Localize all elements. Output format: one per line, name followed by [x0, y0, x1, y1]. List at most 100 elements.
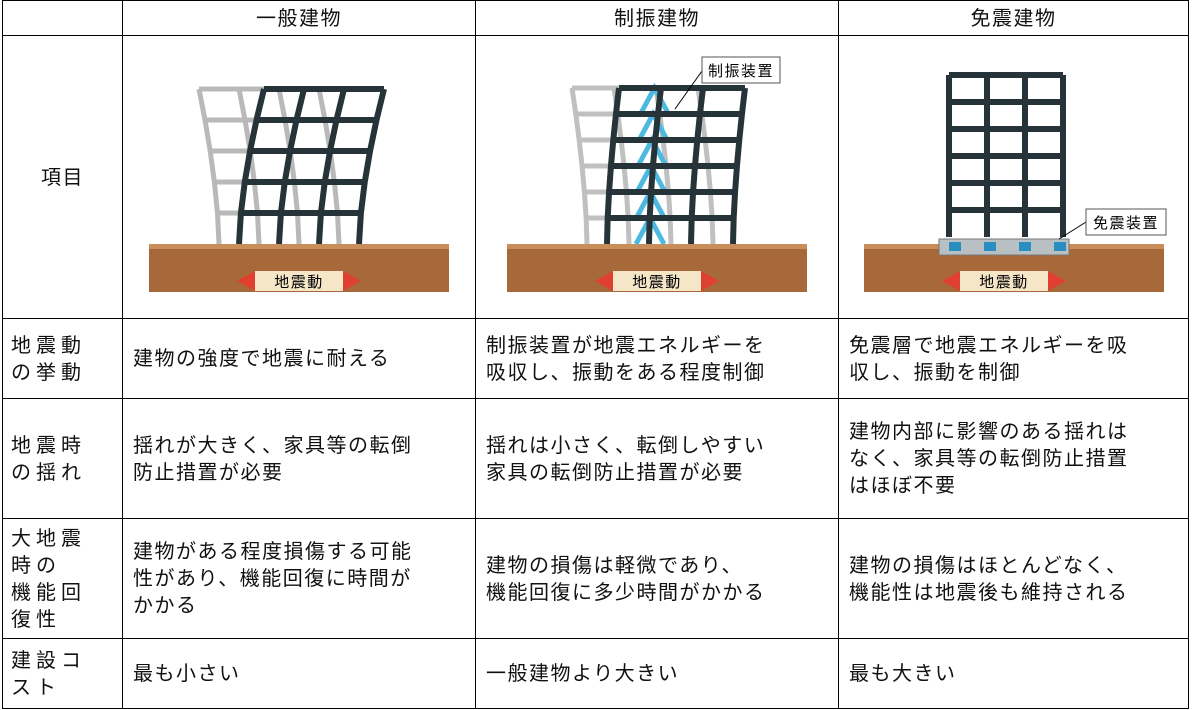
isolator — [1018, 241, 1031, 251]
text-line: 大地震 — [11, 525, 86, 550]
column — [236, 87, 267, 244]
text-line: 機能回復に多少時間がかかる — [486, 579, 766, 604]
text-line: 収し、振動を制御 — [849, 359, 1021, 384]
arrow-left — [595, 270, 613, 291]
text-line: 建物内部に影響のある揺れは — [849, 419, 1129, 443]
table-cell: 建物の強度で地震に耐える — [122, 318, 476, 399]
text-line: 建設コ — [11, 647, 86, 672]
table-row: 大地震 時の 機能回 復性 建物がある程度損傷する可能 性があり、機能回復に時間が かかる建… — [2, 518, 1189, 639]
table-cell: 揺れは小さく、転倒しやすい 家具の転倒防止措置が必要 — [475, 398, 839, 519]
text-line: 建物の損傷は軽微であり、 — [486, 552, 743, 577]
isolator — [983, 241, 996, 251]
arrow-right — [1047, 270, 1066, 291]
table-cell: 建物がある程度損傷する可能 性があり、機能回復に時間が かかる — [122, 518, 476, 639]
device-label: 制振装置 — [708, 62, 774, 80]
device-label: 免震装置 — [1092, 214, 1158, 232]
text-line: かかる — [133, 593, 198, 617]
text-line: 制振装置が地震エネルギーを — [486, 332, 766, 357]
table-row: 地震時 の揺れ 揺れが大きく、家具等の転倒 防止措置が必要 揺れは小さく、転倒しやすい家… — [2, 398, 1189, 519]
isolator — [1053, 241, 1066, 251]
row-label: 建設コ スト — [2, 638, 123, 709]
header-cell: 制振建物 — [475, 0, 839, 36]
column — [196, 88, 222, 244]
illustration: 地震動 — [149, 85, 449, 292]
table-cell: 最も大きい — [838, 638, 1189, 709]
text-line: はほぼ不要 — [849, 473, 957, 497]
ground-top — [149, 243, 449, 249]
ground-label: 地震動 — [632, 273, 682, 291]
image-cell: 地震動 — [122, 35, 476, 319]
image-cell: 免震装置地震動 — [838, 35, 1189, 319]
column — [730, 87, 748, 244]
text-line: 時の — [11, 552, 61, 577]
header-row: 一般建物 制振建物 免震建物 — [2, 0, 1189, 36]
column — [276, 87, 307, 244]
column — [356, 87, 387, 244]
table-cell: 揺れが大きく、家具等の転倒 防止措置が必要 — [122, 398, 476, 519]
text-line: 機能回 — [11, 579, 86, 604]
leader — [1058, 221, 1086, 239]
text-line: 揺れが大きく、家具等の転倒 — [133, 432, 413, 457]
text-line: 建物の損傷はほとんどなく、 — [849, 552, 1128, 577]
table-row: 建設コ スト 最も小さい 一般建物より大きい 最も大きい — [2, 638, 1189, 709]
table-cell: 建物の損傷は軽微であり、 機能回復に多少時間がかかる — [475, 518, 839, 639]
ground-label: 地震動 — [274, 273, 324, 291]
text-line: 防止措置が必要 — [133, 459, 284, 484]
ground-label-bg — [255, 270, 343, 291]
table-cell: 制振装置が地震エネルギーを 吸収し、振動をある程度制御 — [475, 318, 839, 399]
row-label: 地震動 の挙動 — [2, 318, 123, 399]
text-line: 地震動 — [11, 332, 86, 357]
text-line: 揺れは小さく、転倒しやすい — [486, 432, 766, 457]
table-cell: 一般建物より大きい — [475, 638, 839, 709]
header-cell: 一般建物 — [122, 0, 476, 36]
text-line: の挙動 — [11, 359, 86, 384]
text-line: なく、家具等の転倒防止措置 — [849, 446, 1129, 470]
damper — [638, 82, 671, 115]
row-label: 地震時 の揺れ — [2, 398, 123, 519]
row-label: 項目 — [2, 35, 123, 319]
label-box — [701, 56, 781, 83]
text-line: スト — [11, 674, 61, 699]
text-line: 免震層で地震エネルギーを吸 — [849, 332, 1129, 357]
table-cell: 建物内部に影響のある揺れは なく、家具等の転倒防止措置 はほぼ不要 — [838, 398, 1189, 519]
text-line: 家具の転倒防止措置が必要 — [486, 459, 744, 484]
row-label: 大地震 時の 機能回 復性 — [2, 518, 123, 639]
arrow-right — [701, 270, 719, 291]
isolator — [948, 241, 961, 251]
column — [276, 88, 302, 244]
ground-label-bg — [959, 270, 1048, 291]
corner-cell — [2, 0, 123, 36]
image-row: 項目 地震動 制振装置 地震動 免震装置 地震動 — [2, 35, 1189, 319]
table-cell: 免震層で地震エネルギーを吸 収し、振動を制御 — [838, 318, 1189, 399]
table-row: 地震動 の挙動 建物の強度で地震に耐える 制振装置が地震エネルギーを 吸収し、振動をある… — [2, 318, 1189, 399]
arrow-left — [237, 270, 255, 291]
text-line: 建物がある程度損傷する可能 — [133, 539, 413, 563]
image-cell: 制振装置地震動 — [475, 35, 839, 319]
arrow-right — [343, 270, 361, 291]
ground-top — [507, 243, 807, 249]
ground-label: 地震動 — [979, 273, 1029, 291]
isolation-pit — [938, 238, 1069, 255]
text-line: の揺れ — [11, 459, 86, 484]
ground-label-bg — [613, 270, 701, 291]
text-line: 吸収し、振動をある程度制御 — [486, 359, 766, 384]
text-line: 最も小さい — [133, 661, 241, 685]
column — [316, 87, 347, 244]
text-line: 建物の強度で地震に耐える — [133, 346, 391, 370]
arrow-left — [941, 270, 960, 291]
text-line: 一般建物より大きい — [486, 661, 680, 685]
column — [316, 88, 342, 244]
text-line: 性があり、機能回復に時間が — [133, 566, 412, 590]
text-line: 最も大きい — [849, 661, 957, 685]
leader — [674, 70, 703, 109]
text-line: 機能性は地震後も維持される — [849, 579, 1129, 604]
table-cell: 最も小さい — [122, 638, 476, 709]
column — [236, 88, 262, 244]
text-line: 復性 — [11, 606, 61, 631]
text-line: 地震時 — [11, 432, 86, 457]
label-box — [1085, 208, 1166, 235]
